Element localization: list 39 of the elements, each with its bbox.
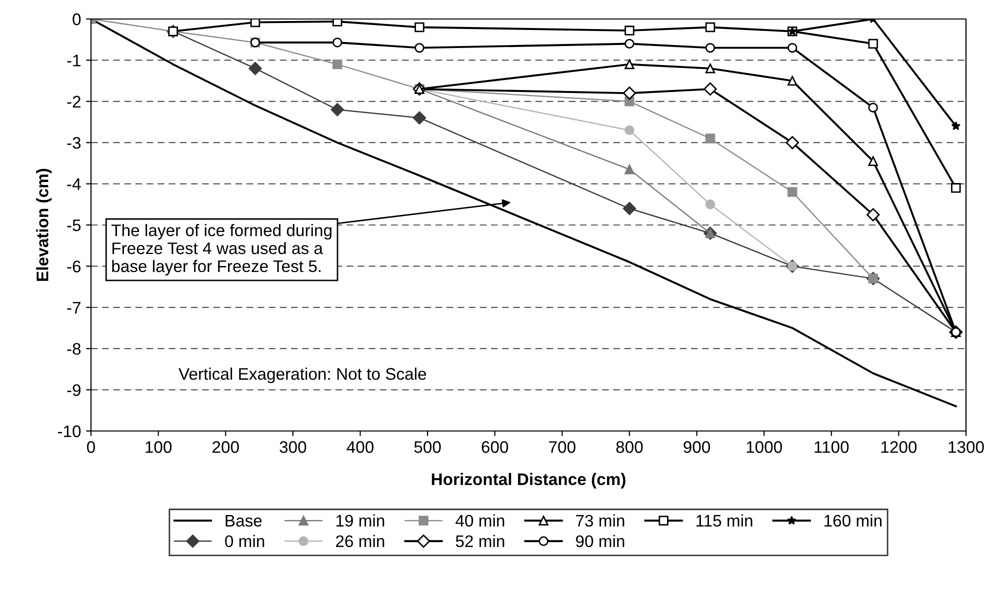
- x-tick-label: 1100: [814, 441, 849, 453]
- legend-label: 19 min: [336, 514, 384, 527]
- x-tick-label: 400: [346, 441, 374, 453]
- y-tick-label: -7: [67, 302, 80, 314]
- legend-label: 73 min: [576, 514, 624, 527]
- x-tick-label: 0: [87, 441, 95, 453]
- legend-label: 160 min: [824, 514, 882, 527]
- legend-label: 40 min: [456, 514, 504, 527]
- legend-label: 90 min: [576, 534, 624, 548]
- x-tick-label: 100: [146, 441, 172, 453]
- y-tick-label: -3: [67, 137, 81, 149]
- x-tick-label: 600: [482, 441, 508, 453]
- y-tick-label: -1: [67, 54, 80, 66]
- y-tick-label: -6: [67, 260, 81, 272]
- x-tick-label: 700: [549, 441, 576, 453]
- legend-label: Base: [226, 514, 262, 527]
- annotation: The layer of ice formed during Freeze Test 4 was used as a base layer for Freeze Test 5.: [112, 224, 332, 276]
- y-tick-label: 0: [72, 13, 81, 26]
- legend-label: 115 min: [696, 514, 752, 527]
- y-tick-label: -9: [67, 384, 80, 396]
- y-tick-label: -10: [58, 425, 81, 438]
- y-tick-label: -4: [67, 178, 81, 190]
- x-tick-label: 1300: [948, 441, 984, 453]
- y-tick-label: -8: [67, 343, 81, 355]
- x-tick-label: 300: [280, 441, 306, 453]
- legend-label: 0 min: [225, 534, 264, 548]
- x-tick-label: 900: [684, 441, 710, 453]
- x-tick-label: 1000: [746, 441, 782, 453]
- annotation: Vertical Exageration: Not to Scale: [178, 368, 426, 384]
- x-axis-title: Horizontal Distance (cm): [432, 472, 626, 488]
- y-tick-label: -5: [67, 220, 81, 232]
- legend-label: 26 min: [336, 534, 384, 548]
- legend-label: 52 min: [456, 534, 504, 548]
- y-tick-label: -2: [67, 96, 80, 108]
- x-tick-label: 200: [212, 441, 239, 453]
- x-tick-label: 1200: [881, 441, 917, 453]
- x-tick-label: 800: [616, 441, 643, 453]
- x-tick-label: 500: [414, 441, 441, 453]
- y-axis-title: Elevation (cm): [36, 168, 52, 281]
